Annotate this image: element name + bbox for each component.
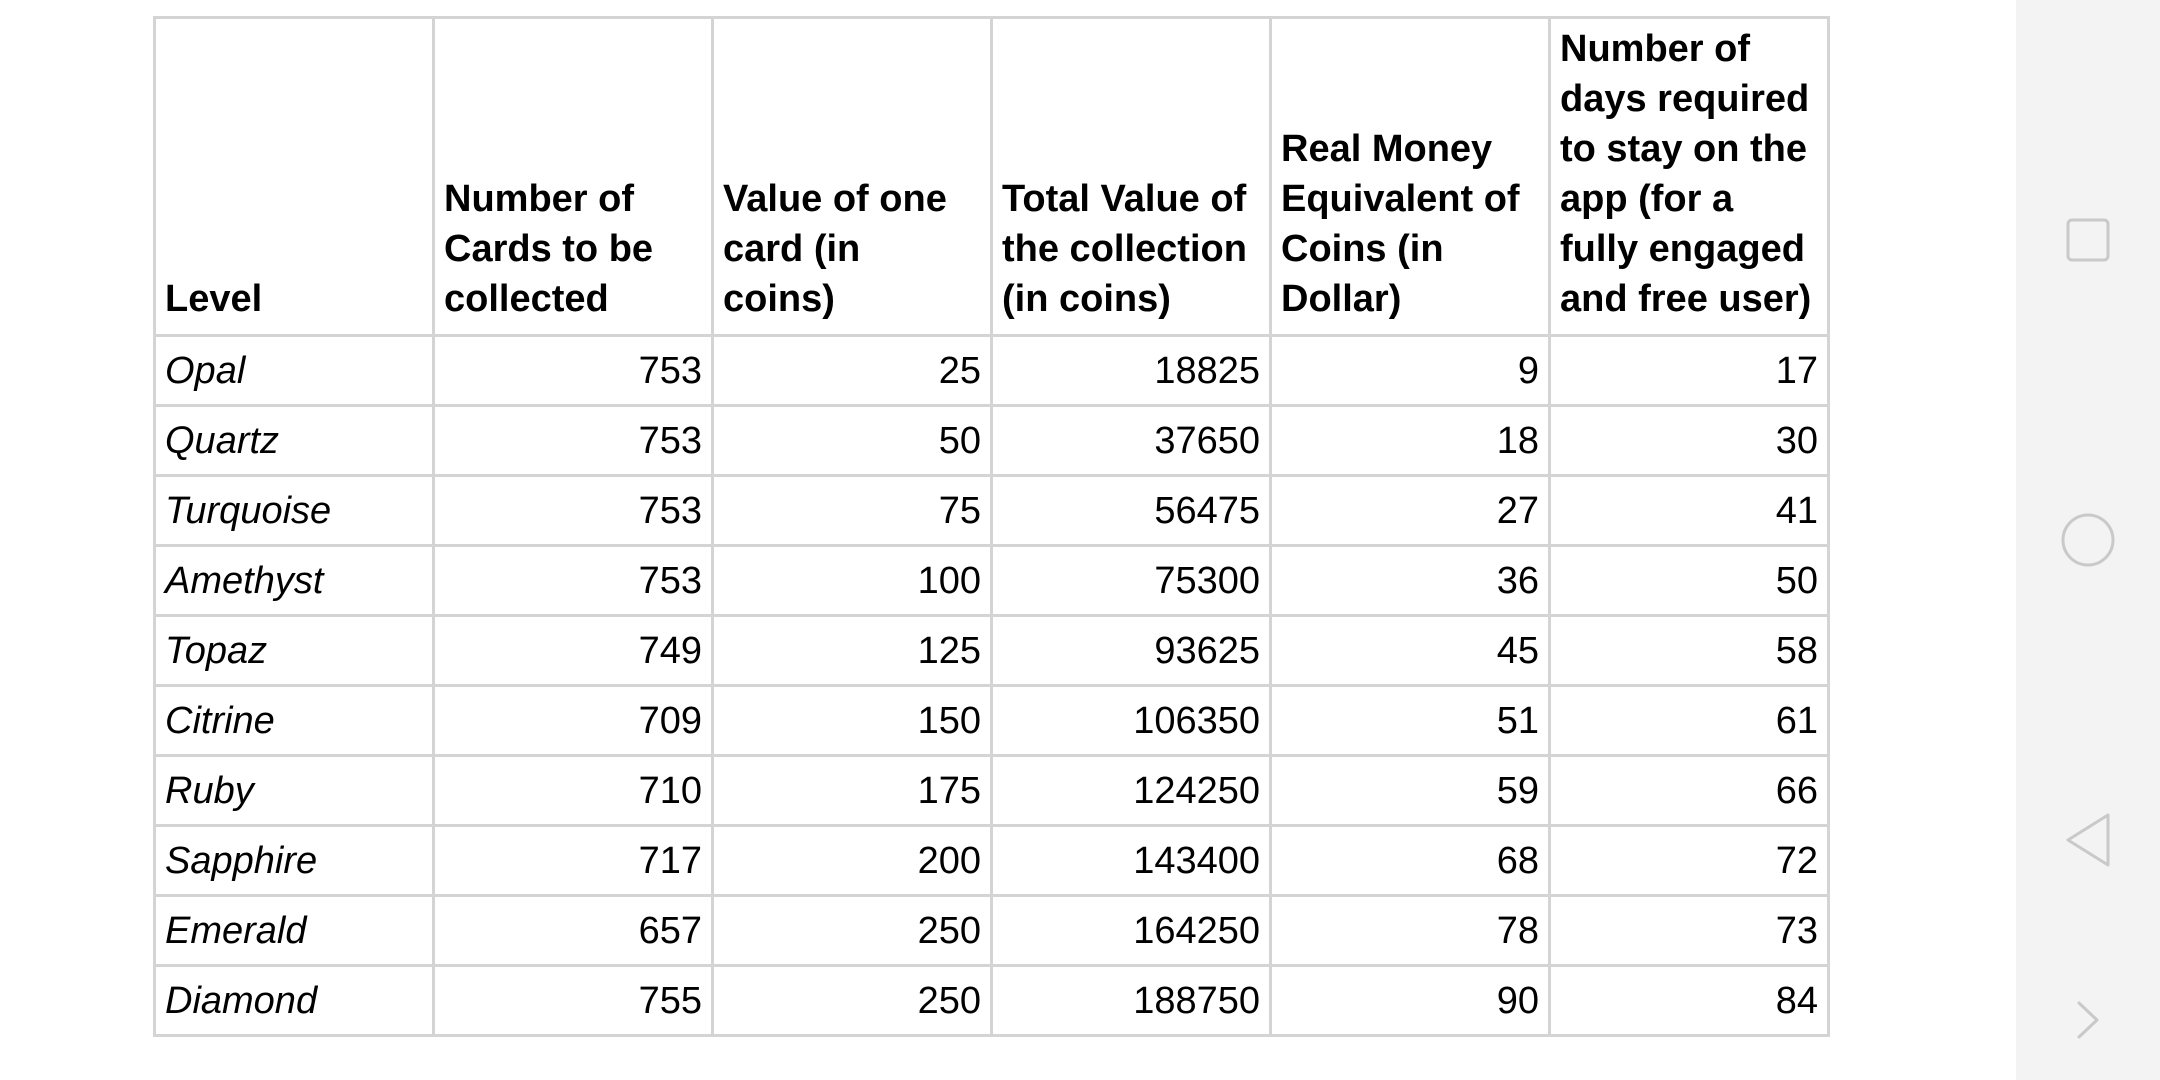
cell-value-of-one-card[interactable]: 200 — [711, 824, 993, 897]
cell-total-value[interactable]: 143400 — [990, 824, 1272, 897]
cell-days-required[interactable]: 66 — [1548, 754, 1830, 827]
cell-value-of-one-card[interactable]: 75 — [711, 474, 993, 547]
cell-total-value[interactable]: 93625 — [990, 614, 1272, 687]
table-row: Diamond 755 250 188750 90 84 — [153, 964, 1830, 1037]
cell-real-money-equivalent[interactable]: 18 — [1269, 404, 1551, 477]
cell-number-of-cards[interactable]: 753 — [432, 404, 714, 477]
cell-days-required[interactable]: 50 — [1548, 544, 1830, 617]
cell-number-of-cards[interactable]: 753 — [432, 334, 714, 407]
table-row: Citrine 709 150 106350 51 61 — [153, 684, 1830, 757]
table-row: Quartz 753 50 37650 18 30 — [153, 404, 1830, 477]
cell-days-required[interactable]: 58 — [1548, 614, 1830, 687]
cell-days-required[interactable]: 41 — [1548, 474, 1830, 547]
cell-days-required[interactable]: 72 — [1548, 824, 1830, 897]
cell-number-of-cards[interactable]: 755 — [432, 964, 714, 1037]
cell-total-value[interactable]: 37650 — [990, 404, 1272, 477]
cell-value-of-one-card[interactable]: 100 — [711, 544, 993, 617]
cell-number-of-cards[interactable]: 657 — [432, 894, 714, 967]
table-row: Amethyst 753 100 75300 36 50 — [153, 544, 1830, 617]
cell-number-of-cards[interactable]: 749 — [432, 614, 714, 687]
forward-chevron-icon — [2077, 1001, 2099, 1039]
cell-days-required[interactable]: 61 — [1548, 684, 1830, 757]
cell-real-money-equivalent[interactable]: 9 — [1269, 334, 1551, 407]
cell-total-value[interactable]: 56475 — [990, 474, 1272, 547]
back-button[interactable] — [2016, 790, 2160, 890]
home-icon — [2061, 513, 2115, 567]
table-row: Topaz 749 125 93625 45 58 — [153, 614, 1830, 687]
cell-value-of-one-card[interactable]: 50 — [711, 404, 993, 477]
cell-days-required[interactable]: 17 — [1548, 334, 1830, 407]
cell-level[interactable]: Topaz — [153, 614, 435, 687]
cell-value-of-one-card[interactable]: 175 — [711, 754, 993, 827]
cell-level[interactable]: Citrine — [153, 684, 435, 757]
system-navigation-bar — [2016, 0, 2160, 1080]
table-row: Ruby 710 175 124250 59 66 — [153, 754, 1830, 827]
forward-button[interactable] — [2016, 970, 2160, 1070]
cell-total-value[interactable]: 106350 — [990, 684, 1272, 757]
back-icon — [2066, 813, 2110, 867]
cell-real-money-equivalent[interactable]: 90 — [1269, 964, 1551, 1037]
table-body: Opal 753 25 18825 9 17 Quartz 753 50 37650 18 30 Tur… — [153, 334, 1830, 1037]
cell-value-of-one-card[interactable]: 25 — [711, 334, 993, 407]
cell-days-required[interactable]: 73 — [1548, 894, 1830, 967]
cell-total-value[interactable]: 188750 — [990, 964, 1272, 1037]
cell-value-of-one-card[interactable]: 250 — [711, 964, 993, 1037]
cell-number-of-cards[interactable]: 710 — [432, 754, 714, 827]
cell-real-money-equivalent[interactable]: 59 — [1269, 754, 1551, 827]
cell-total-value[interactable]: 18825 — [990, 334, 1272, 407]
header-total-value: Total Value of the collection (in coins) — [990, 16, 1272, 337]
cell-number-of-cards[interactable]: 753 — [432, 474, 714, 547]
recents-button[interactable] — [2016, 190, 2160, 290]
cell-real-money-equivalent[interactable]: 45 — [1269, 614, 1551, 687]
cell-total-value[interactable]: 124250 — [990, 754, 1272, 827]
spreadsheet-table-container: Level Number of Cards to be collected Va… — [153, 16, 1830, 1037]
cell-level[interactable]: Opal — [153, 334, 435, 407]
cell-value-of-one-card[interactable]: 250 — [711, 894, 993, 967]
cell-number-of-cards[interactable]: 709 — [432, 684, 714, 757]
cell-level[interactable]: Emerald — [153, 894, 435, 967]
cell-number-of-cards[interactable]: 753 — [432, 544, 714, 617]
table-row: Sapphire 717 200 143400 68 72 — [153, 824, 1830, 897]
cell-real-money-equivalent[interactable]: 51 — [1269, 684, 1551, 757]
table-row: Emerald 657 250 164250 78 73 — [153, 894, 1830, 967]
table-row: Opal 753 25 18825 9 17 — [153, 334, 1830, 407]
cell-level[interactable]: Diamond — [153, 964, 435, 1037]
table-row: Turquoise 753 75 56475 27 41 — [153, 474, 1830, 547]
cell-real-money-equivalent[interactable]: 36 — [1269, 544, 1551, 617]
cell-real-money-equivalent[interactable]: 27 — [1269, 474, 1551, 547]
cell-level[interactable]: Ruby — [153, 754, 435, 827]
cell-days-required[interactable]: 84 — [1548, 964, 1830, 1037]
cell-value-of-one-card[interactable]: 125 — [711, 614, 993, 687]
header-real-money-equivalent: Real Money Equivalent of Coins (in Dolla… — [1269, 16, 1551, 337]
header-level: Level — [153, 16, 435, 337]
cell-level[interactable]: Quartz — [153, 404, 435, 477]
cell-total-value[interactable]: 75300 — [990, 544, 1272, 617]
cell-total-value[interactable]: 164250 — [990, 894, 1272, 967]
header-days-required: Number of days required to stay on the a… — [1548, 16, 1830, 337]
cell-level[interactable]: Amethyst — [153, 544, 435, 617]
header-number-of-cards: Number of Cards to be collected — [432, 16, 714, 337]
cell-level[interactable]: Turquoise — [153, 474, 435, 547]
cell-level[interactable]: Sapphire — [153, 824, 435, 897]
recents-icon — [2066, 218, 2110, 262]
header-value-of-one-card: Value of one card (in coins) — [711, 16, 993, 337]
header-row: Level Number of Cards to be collected Va… — [153, 16, 1830, 337]
home-button[interactable] — [2016, 490, 2160, 590]
cell-value-of-one-card[interactable]: 150 — [711, 684, 993, 757]
cell-days-required[interactable]: 30 — [1548, 404, 1830, 477]
cards-collection-table: Level Number of Cards to be collected Va… — [153, 16, 1830, 1037]
cell-real-money-equivalent[interactable]: 68 — [1269, 824, 1551, 897]
cell-real-money-equivalent[interactable]: 78 — [1269, 894, 1551, 967]
cell-number-of-cards[interactable]: 717 — [432, 824, 714, 897]
